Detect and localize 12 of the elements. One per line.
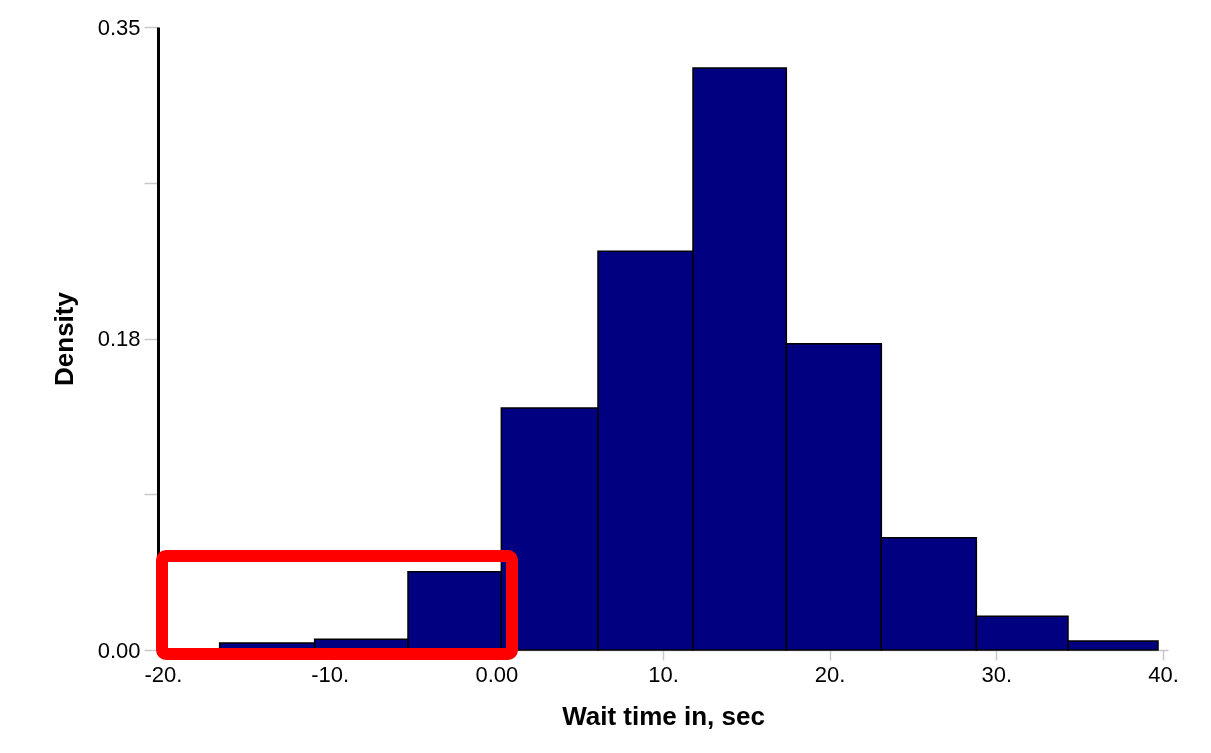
y-tick-label: 0.00 <box>97 637 141 663</box>
x-tick-label: 0.00 <box>475 661 519 687</box>
x-tick-label: 10. <box>648 661 679 687</box>
x-tick-label: -10. <box>311 661 350 687</box>
y-tick-label: 0.35 <box>97 14 141 40</box>
x-tick-label: 20. <box>814 661 846 687</box>
x-tick-label: -20. <box>144 661 183 687</box>
y-tick-label: 0.18 <box>97 326 141 351</box>
y-axis-title: Density <box>48 291 79 386</box>
x-tick-label: 40. <box>1148 661 1179 687</box>
x-tick-label: 30. <box>981 661 1013 687</box>
x-axis-title: Wait time in, sec <box>562 700 765 731</box>
